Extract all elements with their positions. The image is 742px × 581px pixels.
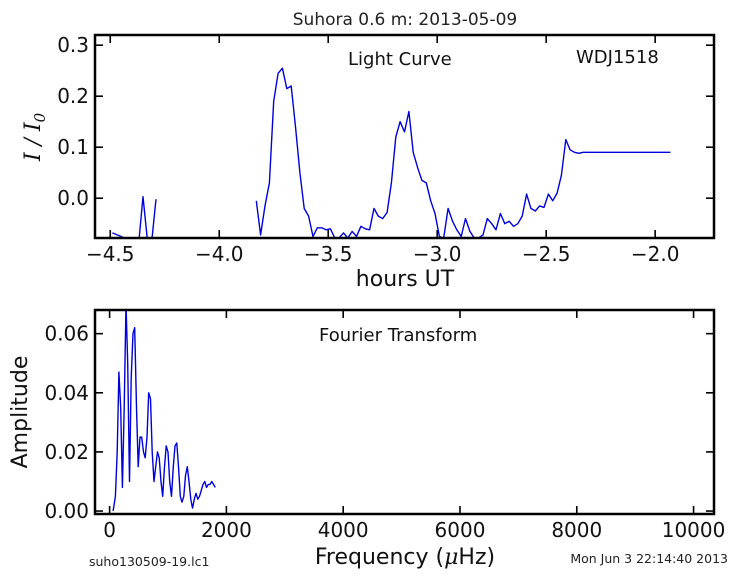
fourier-x-tick-label: 10000 xyxy=(662,518,726,542)
fourier-xlabel: Frequency (μHz) xyxy=(315,545,495,570)
light-curve-x-tick-label: −4.0 xyxy=(195,242,244,266)
light-curve-annotation: Light Curve xyxy=(348,49,452,70)
fourier-series-line xyxy=(112,310,216,512)
fourier-x-tick-label: 2000 xyxy=(201,518,252,542)
light-curve-x-tick-label: −2.5 xyxy=(522,242,571,266)
light-curve-ticks xyxy=(95,35,714,238)
light-curve-x-tick-label: −2.0 xyxy=(631,242,680,266)
light-curve-x-tick-label: −3.0 xyxy=(413,242,462,266)
light-curve-x-tick-labels: −4.5 −4.0 −3.5 −3.0 −2.5 −2.0 xyxy=(86,242,679,266)
fourier-ylabel: Amplitude xyxy=(8,356,33,469)
fourier-x-tick-labels: 0 2000 4000 6000 8000 10000 xyxy=(103,518,725,542)
light-curve-x-tick-label: −4.5 xyxy=(86,242,135,266)
fourier-y-tick-labels: 0.00 0.02 0.04 0.06 xyxy=(44,322,89,523)
light-curve-y-tick-label: 0.1 xyxy=(57,135,89,159)
light-curve-ylabel: I / I0 xyxy=(21,112,49,162)
fourier-annotation: Fourier Transform xyxy=(319,325,477,346)
fourier-panel: 0 2000 4000 6000 8000 10000 0.000.020.040.06 … xyxy=(8,308,725,570)
light-curve-series-line xyxy=(255,67,671,238)
light-curve-series xyxy=(112,67,671,238)
fourier-series xyxy=(112,310,216,512)
light-curve-x-tick-label: −3.5 xyxy=(304,242,353,266)
figure-title: Suhora 0.6 m: 2013-05-09 xyxy=(293,10,517,30)
light-curve-y-tick-label: 0.2 xyxy=(57,84,89,108)
light-curve-panel: −4.5 −4.0 −3.5 −3.0 −2.5 −2.0 0.0 0.1 0.2 0.3 Li… xyxy=(21,33,716,292)
fourier-ticks xyxy=(95,310,714,514)
fourier-frame xyxy=(93,308,716,516)
target-name-annotation: WDJ1518 xyxy=(576,47,659,68)
fourier-x-tick-label: 4000 xyxy=(318,518,369,542)
light-curve-y-tick-labels: 0.0 0.1 0.2 0.3 xyxy=(57,33,89,210)
fourier-y-tick-label: 0.02 xyxy=(44,440,89,464)
footer-filename: suho130509-19.lc1 xyxy=(89,554,209,569)
light-curve-y-tick-label: 0.0 xyxy=(57,186,89,210)
light-curve-xlabel: hours UT xyxy=(356,267,455,292)
light-curve-y-tick-label: 0.3 xyxy=(57,33,89,57)
fourier-y-tick-label: 0.06 xyxy=(44,322,89,346)
fourier-y-tick-label: 0.00 xyxy=(44,499,89,523)
fourier-x-tick-label: 6000 xyxy=(435,518,486,542)
fourier-y-tick-label: 0.04 xyxy=(44,381,89,405)
footer-timestamp: Mon Jun 3 22:14:40 2013 xyxy=(570,551,728,566)
fourier-x-tick-label: 8000 xyxy=(551,518,602,542)
fourier-x-tick-label: 0 xyxy=(103,518,116,542)
light-curve-frame xyxy=(93,33,716,240)
